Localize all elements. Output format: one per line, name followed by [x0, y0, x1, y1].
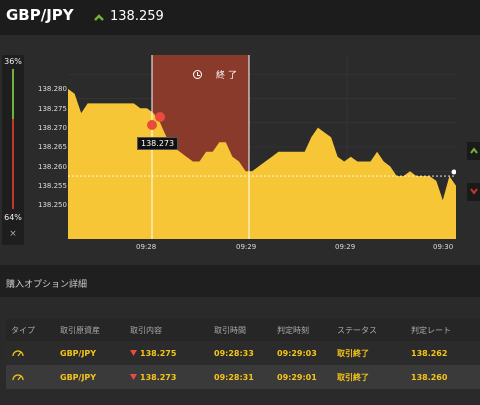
gauge-up-bar: [12, 69, 14, 119]
current-price-value: 138.259: [110, 9, 164, 24]
status-cell: 取引終了: [337, 348, 369, 358]
price-area: [68, 88, 456, 239]
col-header: タイプ: [11, 325, 35, 335]
table-row[interactable]: GBP/JPY 138.275 09:28:33 09:29:03 取引終了 1…: [6, 341, 480, 365]
col-header: ステータス: [337, 325, 377, 335]
col-header: 判定レート: [411, 325, 451, 335]
y-tick-label: 138.280: [38, 85, 67, 93]
rate-cell: 138.260: [411, 372, 448, 382]
details-section-bar: [0, 265, 480, 297]
y-tick-label: 138.275: [38, 105, 67, 113]
x-tick-label: 09:29: [335, 243, 356, 251]
details-title: 購入オプション詳細: [6, 280, 88, 290]
y-tick-label: 138.255: [38, 182, 67, 190]
y-tick-label: 138.270: [38, 124, 67, 132]
details-table: タイプ 取引原資産 取引内容 取引時間 判定時刻 ステータス 判定レート GBP…: [6, 319, 480, 389]
y-tick-label: 138.260: [38, 163, 67, 171]
entry-price-tag: 138.273: [137, 137, 179, 150]
entry-marker-icon: [147, 112, 165, 130]
asset-cell: GBP/JPY: [60, 348, 97, 358]
header-bar: GBP/JPY 138.259: [0, 0, 480, 35]
y-tick-label: 138.250: [38, 201, 67, 209]
y-tick-label: 138.265: [38, 143, 67, 151]
current-price: 138.259: [94, 9, 164, 24]
x-tick-label: 09:29: [236, 243, 257, 251]
time-cell: 09:28:31: [214, 372, 254, 382]
content-value: 138.275: [140, 348, 177, 358]
x-tick-label: 09:30: [433, 243, 454, 251]
gauge-icon: [12, 374, 24, 381]
col-header: 取引時間: [214, 325, 246, 335]
expired-banner: 終 了: [193, 68, 237, 81]
chevron-up-icon: [470, 147, 478, 154]
down-arrow-icon: [130, 374, 137, 380]
low-button[interactable]: [467, 183, 480, 201]
chevron-down-icon: [470, 188, 478, 195]
gauge-up-percent: 36%: [4, 57, 22, 66]
gauge-down-percent: 64%: [4, 213, 22, 222]
table-row[interactable]: GBP/JPY 138.273 09:28:31 09:29:01 取引終了 1…: [6, 365, 480, 389]
content-cell: 138.273: [128, 373, 204, 382]
content-value: 138.273: [140, 372, 177, 382]
content-cell: 138.275: [128, 349, 204, 358]
current-price-dot: [451, 169, 456, 175]
gauge-icon: [12, 350, 24, 357]
judge-cell: 09:29:01: [277, 372, 317, 382]
type-cell: [6, 347, 50, 359]
price-chart: [68, 55, 456, 239]
asset-cell: GBP/JPY: [60, 372, 97, 382]
chevron-up-icon: [94, 13, 104, 21]
clock-icon: [193, 70, 202, 79]
expired-label: 終 了: [216, 71, 237, 81]
rate-cell: 138.262: [411, 348, 448, 358]
x-tick-label: 09:28: [136, 243, 157, 251]
sentiment-gauge: 36% 64% ×: [2, 55, 24, 245]
status-cell: 取引終了: [337, 372, 369, 382]
type-cell: [6, 371, 50, 383]
table-header: タイプ 取引原資産 取引内容 取引時間 判定時刻 ステータス 判定レート: [6, 319, 480, 341]
currency-pair-title: GBP/JPY: [6, 6, 74, 24]
judge-cell: 09:29:03: [277, 348, 317, 358]
col-header: 判定時刻: [277, 325, 309, 335]
gauge-close-button[interactable]: ×: [9, 229, 17, 239]
time-cell: 09:28:33: [214, 348, 254, 358]
gauge-down-bar: [12, 119, 14, 209]
col-header: 取引内容: [130, 325, 162, 335]
down-arrow-icon: [130, 350, 137, 356]
col-header: 取引原資産: [60, 325, 100, 335]
high-button[interactable]: [467, 142, 480, 160]
